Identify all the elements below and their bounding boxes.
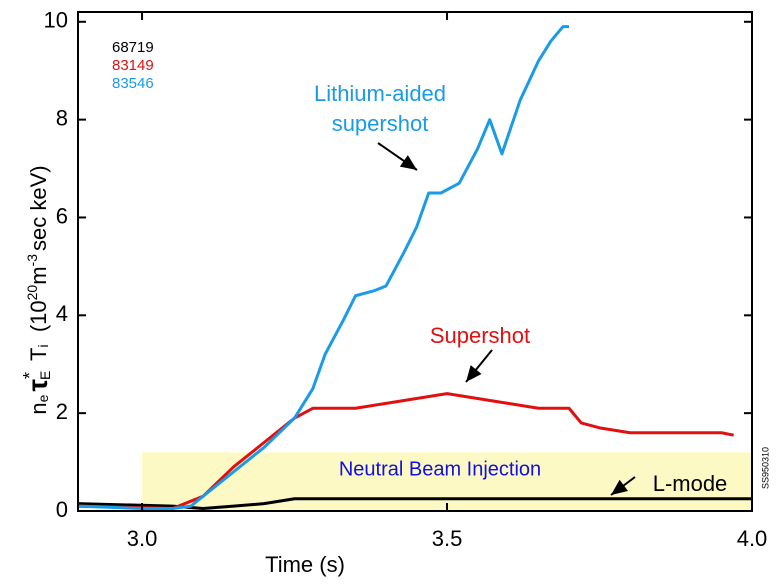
arrow-head	[399, 155, 417, 170]
figure-id: SS950310	[760, 447, 770, 489]
y-tick-label: 6	[56, 203, 68, 228]
arrow-head	[466, 365, 482, 382]
y-axis-label: neτ*E Ti (1020m-3 sec keV)	[20, 165, 54, 414]
y-label-part: τ	[22, 379, 53, 392]
y-label-part: E	[37, 371, 53, 380]
series-line	[77, 25, 570, 511]
x-tick-label: 4.0	[737, 526, 768, 551]
legend-entry: 83149	[112, 57, 154, 74]
x-axis-label: Time (s)	[265, 552, 345, 577]
annotation: L-mode	[653, 471, 728, 496]
x-tick-label: 3.0	[127, 526, 158, 551]
y-tick-label: 8	[56, 105, 68, 130]
y-label-part: sec keV)	[26, 165, 51, 251]
y-label-part: *	[20, 372, 40, 379]
y-label-part: e	[35, 394, 51, 402]
annotation: supershot	[332, 111, 429, 136]
y-label-part: T	[26, 348, 51, 367]
legend-entry: 83546	[112, 75, 154, 92]
y-tick-label: 0	[56, 497, 68, 522]
annotation: Supershot	[430, 323, 530, 348]
arrow-head	[611, 479, 628, 495]
y-tick-label: 4	[56, 301, 68, 326]
span-label: Neutral Beam Injection	[339, 458, 541, 480]
plot-frame	[77, 11, 753, 512]
y-label-part: -3	[24, 254, 40, 267]
y-label-part: 20	[24, 285, 40, 301]
legend-entry: 68719	[112, 39, 154, 56]
y-label-part: n	[26, 402, 51, 414]
y-label-part: (10	[26, 300, 51, 344]
y-label-part: m	[26, 266, 51, 284]
y-tick-label: 2	[56, 399, 68, 424]
y-label-part: i	[35, 344, 51, 347]
series-line	[77, 392, 734, 511]
y-tick-label: 10	[44, 8, 68, 33]
x-tick-label: 3.5	[432, 526, 463, 551]
annotation: Lithium-aided	[314, 81, 446, 106]
